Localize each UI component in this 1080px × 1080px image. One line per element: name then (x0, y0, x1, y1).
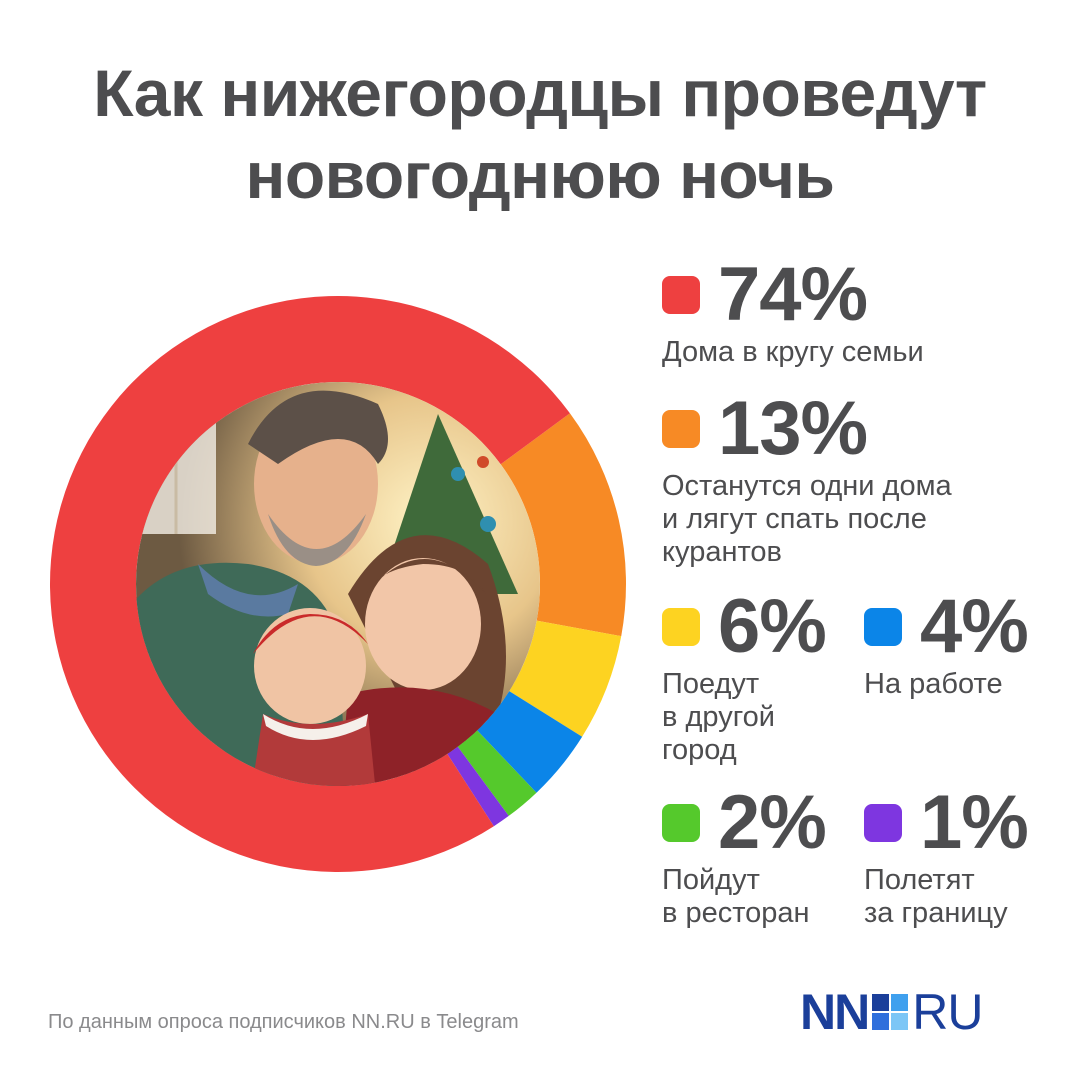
nn-ru-logo: NN RU (800, 984, 983, 1040)
legend-label: Поедут в другой город (662, 668, 775, 766)
legend-percent: 2% (718, 780, 827, 865)
title-line-2: новогоднюю ночь (245, 138, 835, 212)
legend-item-other-city: 6% Поедут в другой город (662, 584, 827, 767)
legend-swatch (864, 804, 902, 842)
page-title: Как нижегородцы проведут новогоднюю ночь (0, 52, 1080, 216)
logo-text-left: NN (800, 984, 870, 1040)
legend-item-home-sleep: 13% Останутся одни дома и лягут спать по… (662, 386, 952, 569)
title-line-1: Как нижегородцы проведут (93, 56, 987, 130)
legend-percent: 74% (718, 252, 868, 337)
legend-swatch (864, 608, 902, 646)
donut-slice-home-family (49, 296, 570, 872)
legend-label: На работе (864, 668, 1003, 700)
donut-chart (49, 296, 626, 872)
donut-slices (49, 296, 626, 872)
donut-slice-home-sleep (500, 413, 626, 637)
legend-item-abroad: 1% Полетят за границу (864, 780, 1029, 930)
legend-percent: 6% (718, 584, 827, 669)
legend-label: Дома в кругу семьи (662, 336, 924, 368)
legend-swatch (662, 410, 700, 448)
legend-percent: 13% (718, 386, 868, 471)
legend-label: Останутся одни дома и лягут спать после … (662, 470, 952, 568)
legend-item-restaurant: 2% Пойдут в ресторан (662, 780, 827, 930)
legend-percent: 4% (920, 584, 1029, 669)
legend-percent: 1% (920, 780, 1029, 865)
legend-item-home-family: 74% Дома в кругу семьи (662, 252, 924, 369)
donut-slice-work (477, 691, 583, 793)
legend-label: Пойдут в ресторан (662, 864, 810, 929)
logo-square-icon (872, 994, 909, 1030)
donut-slice-other-city (509, 620, 622, 737)
donut-slice-restaurant (457, 730, 537, 816)
legend-label: Полетят за границу (864, 864, 1008, 929)
legend-swatch (662, 608, 700, 646)
source-note: По данным опроса подписчиков NN.RU в Tel… (48, 1011, 519, 1033)
legend-swatch (662, 276, 700, 314)
logo-text-right: RU (912, 984, 983, 1040)
legend-swatch (662, 804, 700, 842)
donut-slice-abroad (447, 746, 509, 827)
legend-item-work: 4% На работе (864, 584, 1029, 701)
